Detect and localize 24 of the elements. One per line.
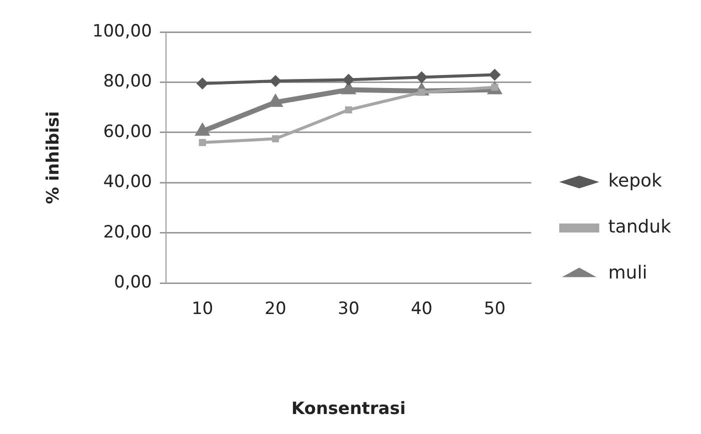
y-tick-label: 20,00 <box>103 222 152 242</box>
legend-label: muli <box>608 262 648 284</box>
x-tick-label: 40 <box>410 298 432 319</box>
y-tick-label: 80,00 <box>103 72 152 92</box>
y-tick-label: 60,00 <box>103 122 152 142</box>
y-tick-label: 100,00 <box>92 21 152 42</box>
point <box>198 138 206 146</box>
x-tick-label: 10 <box>192 298 214 319</box>
x-tick-label: 50 <box>484 298 506 319</box>
point <box>488 68 501 81</box>
legend-label: kepok <box>608 170 663 192</box>
point <box>345 106 352 114</box>
point <box>342 74 355 86</box>
x-tick-label: 20 <box>264 298 286 319</box>
x-tick-label: 30 <box>338 298 360 319</box>
point <box>269 74 282 87</box>
y-axis-title: % inhibisi <box>44 111 64 204</box>
point <box>416 71 428 84</box>
point <box>272 135 280 142</box>
y-tick-label: 40,00 <box>103 172 152 192</box>
y-tick-label: 0,00 <box>114 272 152 293</box>
legend-label: tanduk <box>608 216 672 238</box>
x-axis-title: Konsentrasi <box>291 399 406 420</box>
point <box>196 77 208 90</box>
